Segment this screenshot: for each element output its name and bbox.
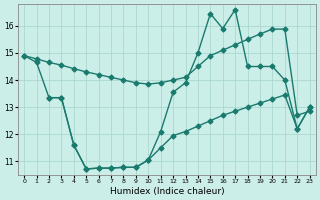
X-axis label: Humidex (Indice chaleur): Humidex (Indice chaleur) (109, 187, 224, 196)
